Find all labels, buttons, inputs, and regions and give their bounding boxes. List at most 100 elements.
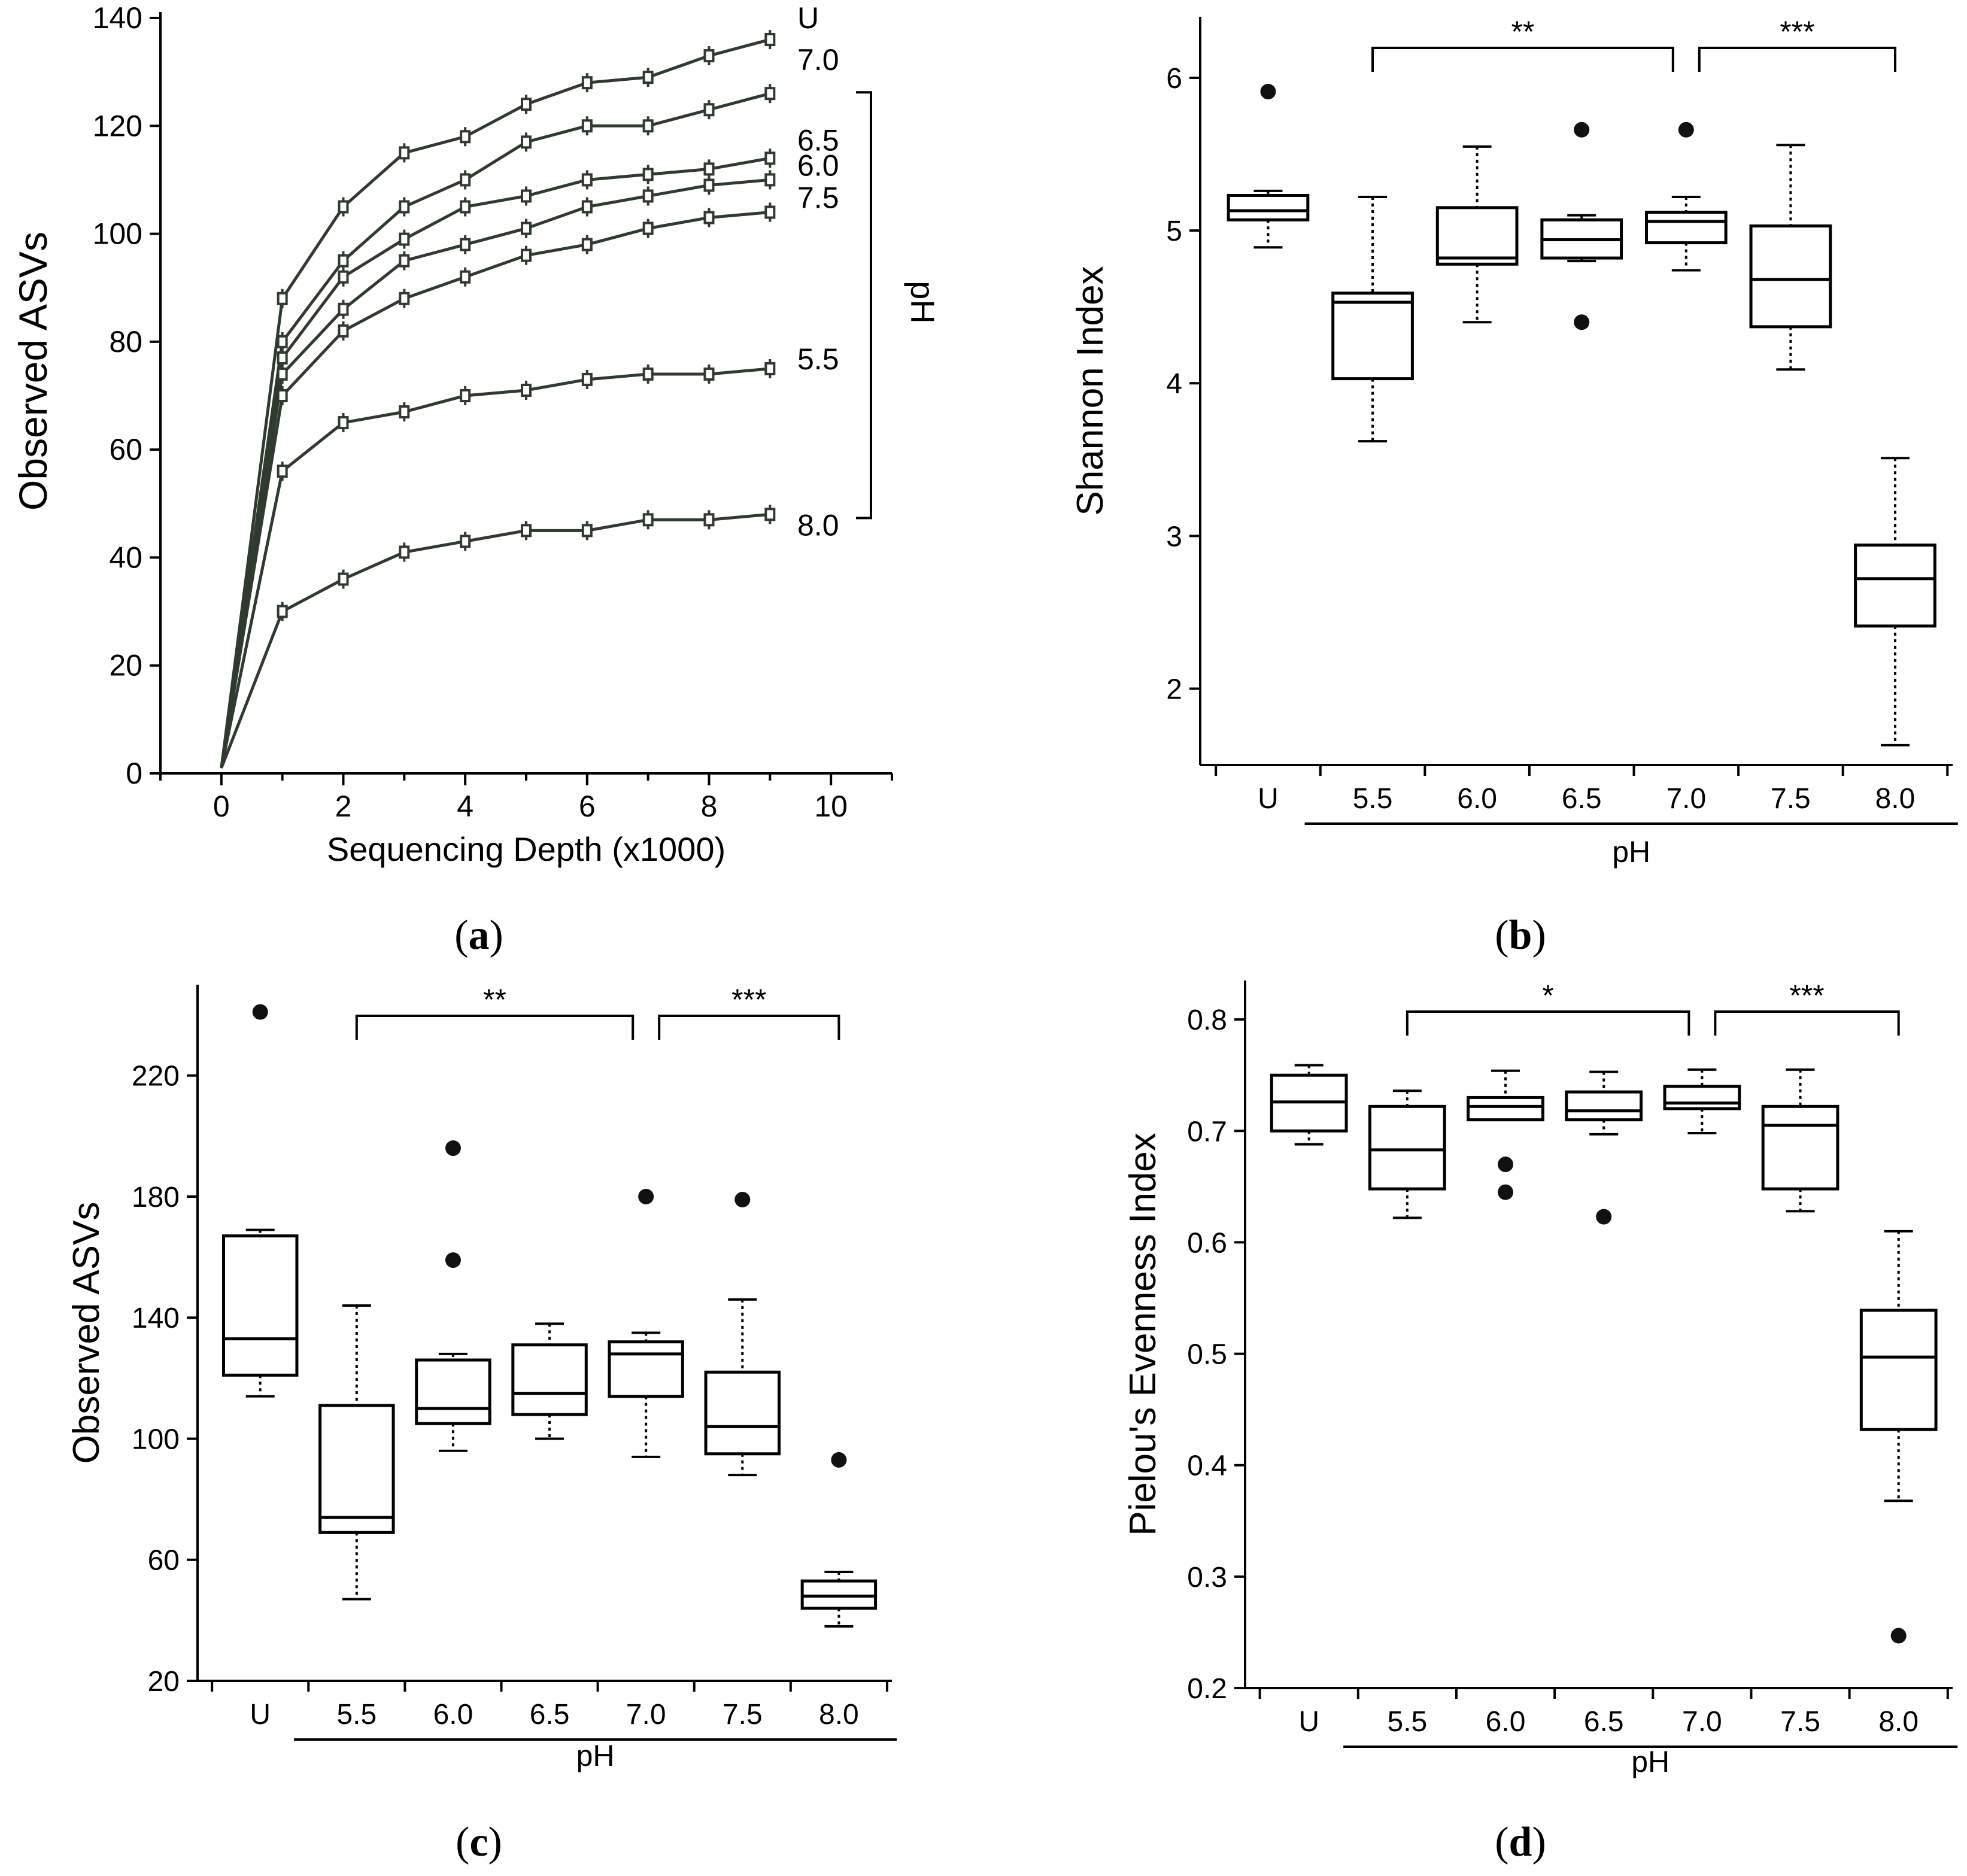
series-line-7-5 [220,211,770,769]
significance-label: *** [1789,979,1824,1012]
series-label: 6.5 [797,123,839,157]
data-point [581,372,593,386]
data-point [642,367,654,381]
y-tick-label: 0.6 [1187,1227,1227,1259]
y-tick-label: 0 [126,757,142,790]
y-axis-title: Observed ASVs [11,232,55,511]
data-point [581,524,593,538]
outlier-point [445,1252,461,1268]
data-point [521,524,532,538]
data-point [764,87,776,101]
series-line-8-0 [220,512,770,769]
series-label: 5.5 [797,342,839,376]
significance-bracket [1698,47,1896,72]
x-category-label: U [1298,1706,1319,1738]
y-tick-label: 0.3 [1187,1562,1227,1593]
outlier-point [1890,1628,1907,1644]
data-point [521,383,532,397]
data-point [703,513,715,527]
panel-b-shannon-boxplot: 2 3 4 5 6 U 5.5 6.0 6.5 7.0 7.5 8.0 pH Shannon Index *… [1070,15,1958,869]
x-axis-title: pH [1612,835,1650,869]
outlier-point [1498,1156,1514,1173]
data-point [521,189,532,203]
y-tick-label: 140 [132,1303,180,1334]
series-label: U [797,1,819,35]
data-point [642,71,654,84]
x-category-label: 6.5 [1562,783,1602,815]
data-point [277,351,288,365]
data-point [399,292,410,305]
significance-label: *** [1780,15,1814,48]
x-tick-label: 8 [701,790,718,823]
box-iqr [1368,1104,1446,1191]
significance-bracket [1406,1010,1690,1036]
series-line-7-0 [220,92,770,769]
x-category-label: 6.0 [1486,1706,1526,1738]
data-point [581,238,593,251]
data-point [703,49,715,63]
box-iqr [1435,206,1519,266]
panel-label-b: (b) [1495,912,1546,958]
data-point [338,572,349,586]
data-point [642,189,654,203]
y-tick-label: 100 [132,1423,180,1455]
box-iqr [1467,1095,1544,1122]
data-point [399,232,410,246]
x-category-label: 8.0 [819,1699,859,1731]
x-category-label: 6.0 [433,1699,473,1731]
box-iqr [1749,224,1832,329]
outlier-point [1498,1184,1514,1200]
series-label: 7.5 [797,181,839,215]
data-point [338,254,349,268]
x-tick-label: 4 [457,790,473,823]
series-label: 8.0 [797,508,839,542]
x-tick-label: 2 [335,790,352,823]
data-point [581,119,593,133]
outlier-point [1678,122,1694,138]
y-axis-title: Shannon Index [1070,266,1111,515]
x-category-label: 7.0 [1666,783,1706,815]
y-tick-label: 0.5 [1187,1339,1227,1371]
y-tick-label: 140 [93,1,142,35]
box-iqr [1663,1085,1741,1110]
data-point [460,535,471,548]
significance-label: *** [731,983,766,1016]
data-point [764,205,776,219]
data-point [521,98,532,111]
box-iqr [800,1579,878,1610]
data-point [460,200,471,214]
x-axis-title: pH [576,1739,615,1772]
data-point [338,270,349,284]
outlier-point [1260,84,1276,99]
y-axis-title: Pielou's Evenness Index [1122,1133,1164,1536]
data-point [460,389,471,402]
data-point [764,362,776,375]
data-point [277,605,288,618]
significance-bracket [1714,1010,1900,1036]
significance-bracket [658,1015,840,1040]
significance-bracket [1371,47,1674,72]
y-tick-label: 120 [93,109,142,142]
x-category-label: 8.0 [1875,783,1916,815]
data-point [581,173,593,187]
series-line-6-0 [220,178,770,769]
y-tick-label: 40 [109,541,142,574]
data-point [764,173,776,187]
data-point [642,168,654,181]
outlier-point [1574,122,1590,138]
y-tick-label: 60 [148,1545,180,1577]
data-point [642,119,654,133]
x-category-label: U [250,1699,271,1731]
y-tick-label: 4 [1166,368,1182,400]
box-iqr [1227,193,1310,221]
y-tick-label: 20 [109,649,142,682]
significance-label: ** [1511,15,1534,48]
panel-label-c: (c) [456,1819,502,1865]
data-point [399,254,410,268]
y-tick-label: 6 [1166,63,1182,95]
data-point [703,178,715,192]
box-iqr [1854,544,1936,628]
data-point [581,76,593,90]
y-tick-label: 0.2 [1187,1673,1227,1705]
